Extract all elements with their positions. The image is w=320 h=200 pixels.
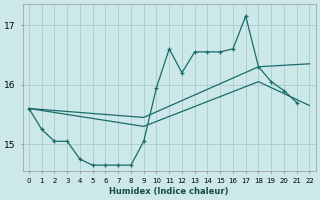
X-axis label: Humidex (Indice chaleur): Humidex (Indice chaleur) [109, 187, 229, 196]
